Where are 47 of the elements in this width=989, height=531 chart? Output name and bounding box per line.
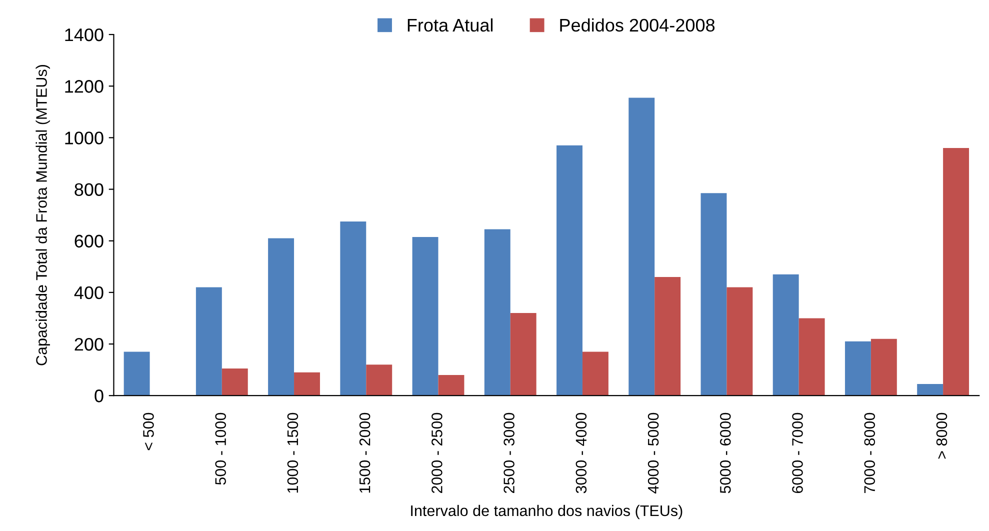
y-axis-title: Capacidade Total da Frota Mundial (MTEUs) <box>36 64 50 366</box>
x-tick-label: 1500 - 2000 <box>359 412 370 493</box>
x-tick-label: 7000 - 8000 <box>864 412 876 494</box>
y-tick-label: 1000 <box>65 132 104 144</box>
x-tick-label: 3000 - 4000 <box>576 412 587 494</box>
bar <box>654 276 681 396</box>
bar <box>412 236 438 396</box>
bar <box>917 384 944 396</box>
bar <box>844 341 871 396</box>
x-tick-label: 2500 - 3000 <box>504 412 514 494</box>
y-tick-label: 200 <box>74 338 104 351</box>
legend-label: Pedidos 2004-2008 <box>560 18 715 32</box>
x-tick-label: < 500 <box>143 412 154 450</box>
bar <box>556 145 582 396</box>
bar <box>772 274 799 396</box>
x-tick-label: 5000 - 6000 <box>720 412 731 494</box>
y-tick-label: 800 <box>74 183 104 196</box>
bar <box>582 352 608 396</box>
bar <box>196 287 222 396</box>
y-tick-label: 1200 <box>65 80 104 93</box>
bar <box>438 374 464 396</box>
bar <box>268 238 294 396</box>
y-tick-label: 0 <box>94 390 104 402</box>
bar <box>726 287 753 396</box>
bar <box>510 313 536 396</box>
bar <box>943 148 970 396</box>
bar <box>798 318 825 396</box>
x-tick-label: 2000 - 2500 <box>432 412 442 494</box>
x-tick-label: 500 - 1000 <box>215 412 226 485</box>
bar <box>870 338 897 396</box>
bar <box>222 368 248 396</box>
y-tick-label: 600 <box>74 234 104 248</box>
x-tick-label: 4000 - 5000 <box>648 412 659 494</box>
legend-label: Frota Atual <box>408 18 493 32</box>
bar <box>700 193 727 396</box>
x-tick-label: 6000 - 7000 <box>792 412 803 494</box>
y-tick-label: 400 <box>74 286 104 300</box>
x-tick-label: 1000 - 1500 <box>287 412 298 493</box>
bar <box>628 98 655 396</box>
bar <box>340 222 366 396</box>
bar <box>484 229 510 396</box>
y-tick-label: 1400 <box>65 28 104 42</box>
x-tick-label: > 8000 <box>936 412 948 459</box>
bar <box>124 352 150 396</box>
x-axis-title: Intervalo de tamanho dos navios (TEUs) <box>411 504 682 520</box>
bar <box>366 364 392 396</box>
bar <box>294 372 320 396</box>
